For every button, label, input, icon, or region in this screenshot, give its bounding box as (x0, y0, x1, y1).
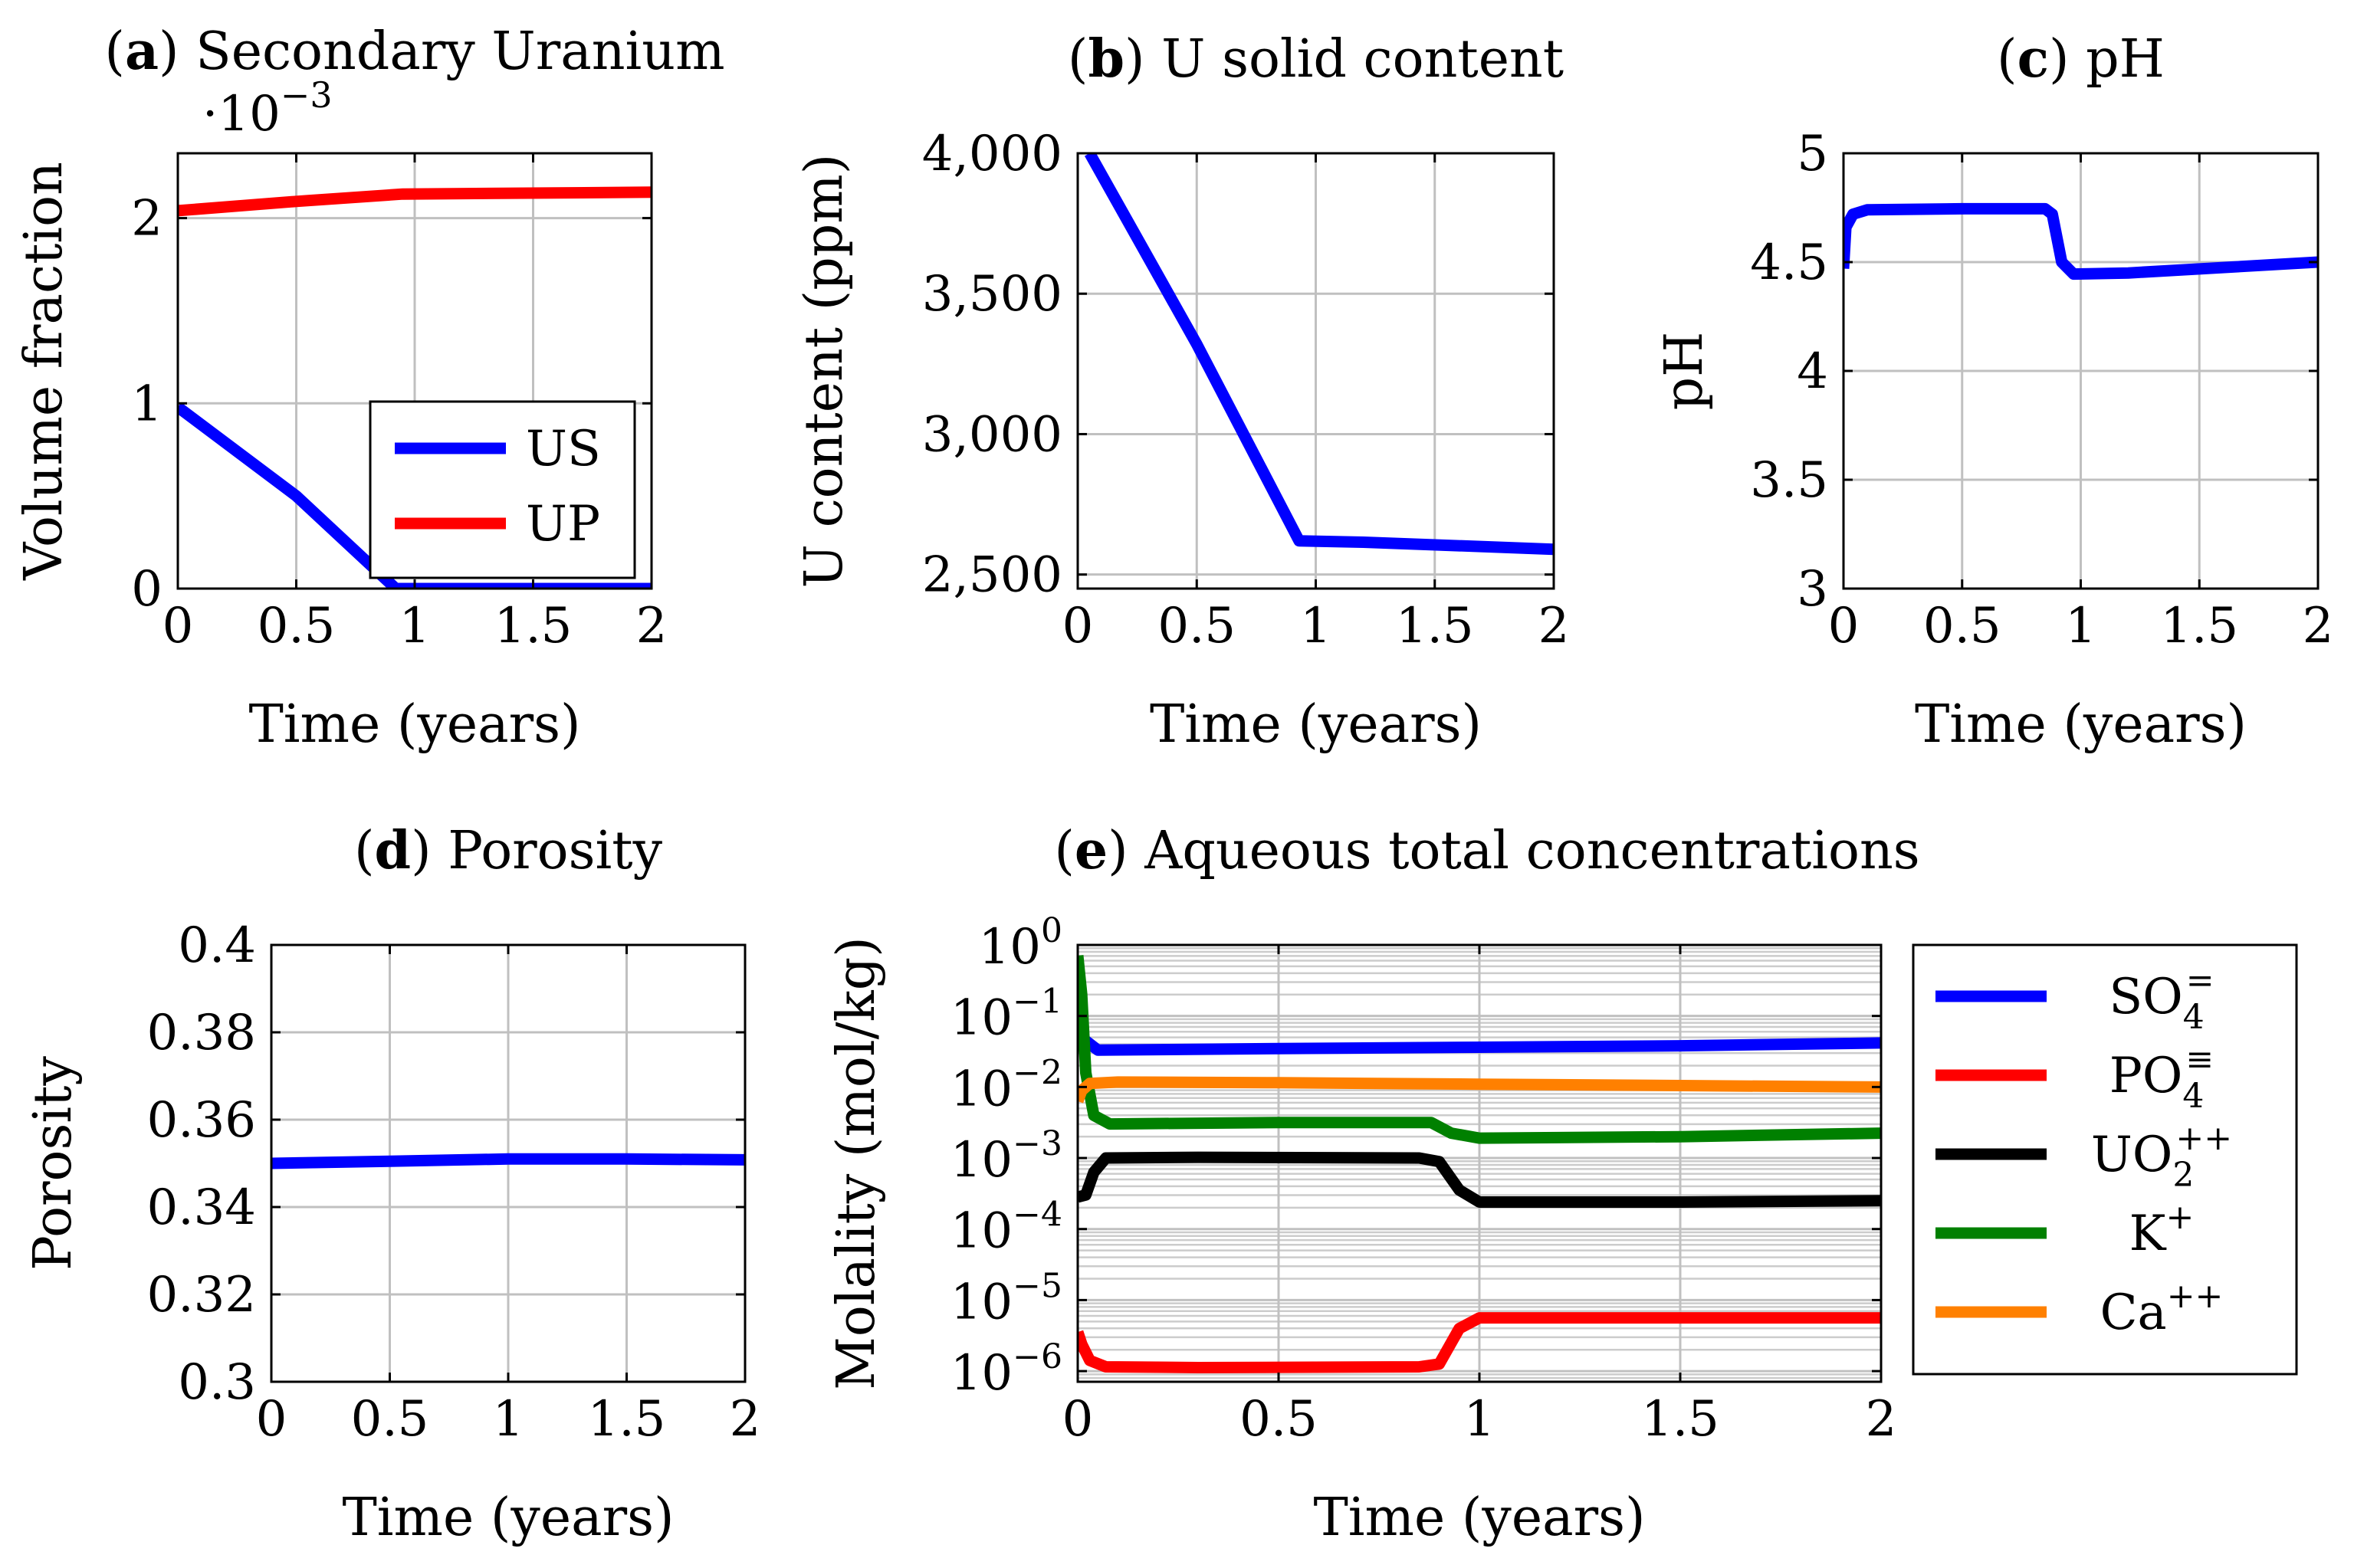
x-tick-label: 2 (1866, 1391, 1897, 1448)
x-tick-label: 0 (163, 598, 194, 654)
x-tick-label: 1.5 (2160, 598, 2238, 654)
x-axis-label: Time (years) (248, 694, 580, 755)
x-tick-label: 1.5 (588, 1391, 666, 1448)
series-line-k (1078, 955, 1881, 1144)
y-axis-label: Volume fraction (14, 162, 74, 581)
legend-label: UP (526, 496, 600, 553)
x-axis-label: Time (years) (1313, 1488, 1645, 1548)
y-tick-label: 0.3 (178, 1354, 256, 1411)
y-axis-label: Porosity (23, 1056, 84, 1271)
x-tick-label: 2 (2303, 598, 2334, 654)
series-line-uo (1078, 1151, 1881, 1208)
x-tick-label: 2 (636, 598, 668, 654)
series-line-us (178, 402, 652, 589)
x-tick-label: 0.5 (1157, 598, 1236, 654)
y-tick-label: 3,500 (922, 266, 1062, 323)
legend-label: Ca++ (2100, 1277, 2224, 1341)
y-tick-label: 2,500 (922, 547, 1062, 604)
series-line-up (178, 186, 652, 217)
panel-a: 0 0.5 1 1.5 2 0 1 2 (a) Secondary Uranium Time (y… (14, 21, 725, 755)
x-axis-label: Time (years) (1150, 694, 1482, 755)
y-tick-label: 0.4 (178, 917, 256, 974)
y-axis-label: Molality (mol/kg) (826, 937, 887, 1390)
y-tick-label: 0.34 (147, 1179, 257, 1236)
x-tick-label: 0 (256, 1391, 287, 1448)
x-tick-label: 1.5 (1641, 1391, 1719, 1448)
y-tick-label: 10−3 (950, 1124, 1062, 1189)
legend-label: PO4≡ (2109, 1040, 2214, 1116)
y-tick-label: 1 (131, 376, 163, 432)
series-line-po (1078, 1312, 1881, 1373)
y-tick-label: 3,000 (922, 406, 1062, 463)
x-tick-label: 0.5 (1239, 1391, 1318, 1448)
y-tick-label: 0.36 (147, 1092, 257, 1149)
y-tick-label: 10−5 (950, 1266, 1062, 1330)
legend-label: UO2++ (2091, 1119, 2232, 1195)
x-tick-label: 1 (399, 598, 431, 654)
y-tick-label: 3 (1797, 561, 1828, 618)
x-tick-label: 0.5 (258, 598, 336, 654)
y-tick-label: 2 (131, 191, 163, 248)
panel-d: 0 0.5 1 1.5 2 0.3 0.32 0.34 0.36 0.38 0.4 (d) Poros… (23, 820, 760, 1548)
y-tick-label: 10−2 (950, 1053, 1062, 1117)
y-tick-label: 4.5 (1750, 235, 1828, 291)
x-axis-label: Time (years) (1915, 694, 2247, 755)
legend-label: K+ (2129, 1198, 2195, 1262)
x-tick-label: 0 (1062, 598, 1094, 654)
x-tick-label: 0 (1828, 598, 1860, 654)
panel-title: (c) pH (1997, 28, 2165, 90)
panel-c: 0 0.5 1 1.5 2 3 3.5 4 4.5 5 (c) pH Time (years) pH (1654, 28, 2333, 755)
x-tick-label: 0 (1062, 1391, 1094, 1448)
series-group (1843, 202, 2318, 280)
x-tick-label: 1 (1300, 598, 1331, 654)
panel-title: (a) Secondary Uranium (104, 21, 724, 82)
x-tick-label: 1.5 (494, 598, 573, 654)
legend-label: US (526, 421, 601, 477)
series-group (1084, 153, 1554, 556)
series-line-u (1084, 153, 1554, 556)
x-tick-label: 1 (1464, 1391, 1495, 1448)
x-axis-label: Time (years) (342, 1488, 674, 1548)
y-tick-label: 0 (131, 561, 163, 618)
series-line-porosity (271, 1153, 745, 1169)
y-tick-label: 10−1 (950, 982, 1062, 1047)
y-tick-label: 4,000 (922, 126, 1062, 182)
series-line-ph (1843, 202, 2318, 280)
y-tick-label: 0.32 (147, 1267, 257, 1324)
panel-b: 0 0.5 1 1.5 2 2,500 3,000 3,500 4,000(b) U solid… (794, 28, 1569, 755)
series-group (1078, 955, 1881, 1373)
y-axis-label: pH (1654, 332, 1715, 411)
legend-label: SO4= (2109, 961, 2214, 1037)
series-group (178, 186, 652, 589)
x-tick-label: 2 (730, 1391, 761, 1448)
y-tick-label: 10−4 (950, 1196, 1062, 1260)
x-tick-label: 0.5 (351, 1391, 429, 1448)
x-tick-label: 1 (2065, 598, 2096, 654)
scale-note: ·10−3 (202, 74, 333, 143)
legend: US UP (369, 400, 636, 579)
series-line-ca (1078, 1076, 1881, 1104)
series-group (271, 1153, 745, 1169)
y-axis-label: U content (ppm) (794, 154, 855, 589)
x-tick-label: 1 (493, 1391, 524, 1448)
x-tick-label: 0.5 (1923, 598, 2001, 654)
panel-title: (b) U solid content (1068, 28, 1564, 90)
y-tick-label: 100 (979, 911, 1062, 976)
y-tick-label: 3.5 (1750, 452, 1828, 509)
panel-title: (e) Aqueous total concentrations (1054, 820, 1919, 881)
x-tick-label: 2 (1538, 598, 1570, 654)
y-tick-label: 0.38 (147, 1005, 257, 1061)
legend: SO4=PO4≡UO2++K+ Ca++ (1912, 943, 2298, 1376)
x-tick-label: 1.5 (1396, 598, 1474, 654)
y-tick-label: 5 (1797, 126, 1828, 182)
y-tick-label: 10−6 (950, 1337, 1062, 1402)
y-tick-label: 4 (1797, 343, 1828, 400)
panel-title: (d) Porosity (354, 820, 663, 881)
